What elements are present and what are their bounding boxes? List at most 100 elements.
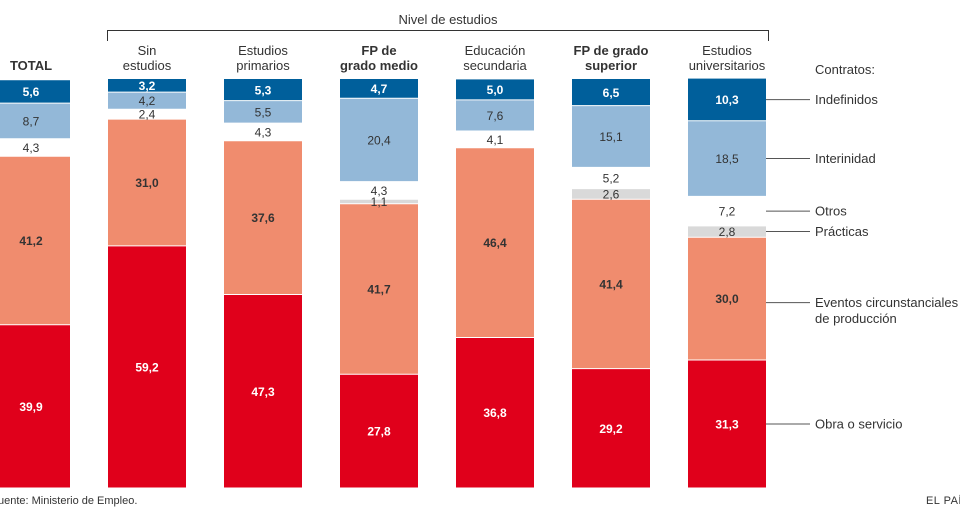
legend-label-otros: Otros: [815, 204, 847, 219]
bar-sin-estudios-obra-o-servicio: [108, 245, 186, 488]
data-label-fp-de-grado-medio-interinidad: 20,4: [367, 133, 391, 147]
bar-estudios-universitarios-interinidad: [688, 120, 766, 197]
bar-fp-de-grado-superior-interinidad: [572, 105, 650, 168]
data-label-fp-de-grado-superior-interinidad: 15,1: [599, 130, 623, 144]
category-label-estudios-universitarios: universitarios: [689, 58, 766, 73]
data-label-estudios-universitarios-obra-o-servicio: 31,3: [715, 417, 739, 431]
category-label-fp-de-grado-superior: superior: [585, 58, 637, 73]
bar-fp-de-grado-medio-eventos-circunstanciales-de-produccion: [340, 203, 418, 375]
legend-label-interinidad: Interinidad: [815, 151, 876, 166]
data-label-fp-de-grado-medio-eventos-circunstanciales-de-produccion: 41,7: [367, 283, 391, 297]
category-label-estudios-universitarios: Estudios: [702, 43, 752, 58]
bar-estudios-universitarios-eventos-circunstanciales-de-produccion: [688, 237, 766, 360]
data-label-total-otros: 4,3: [23, 141, 40, 155]
category-label-fp-de-grado-superior: FP de grado: [574, 43, 649, 58]
bar-educacion-secundaria-eventos-circunstanciales-de-produccion: [456, 147, 534, 338]
data-label-estudios-primarios-obra-o-servicio: 47,3: [251, 385, 275, 399]
data-label-estudios-universitarios-practicas: 2,8: [719, 225, 736, 239]
category-label-educacion-secundaria: secundaria: [463, 58, 527, 73]
bar-estudios-primarios-obra-o-servicio: [224, 294, 302, 488]
bar-fp-de-grado-medio-indefinidos: [340, 79, 418, 99]
data-label-educacion-secundaria-otros: 4,1: [487, 133, 504, 147]
category-labels: 39,9 41,2 4,3 8,7 5,6 TOTAL 59,2 31,0 2,44,23,2 S…: [10, 43, 766, 439]
bar-sin-estudios-eventos-circunstanciales-de-produccion: [108, 119, 186, 246]
data-label-estudios-universitarios-indefinidos: 10,3: [715, 93, 739, 107]
legend-label-eventos-circunstanciales-de-produccion: de producción: [815, 311, 897, 326]
bar-fp-de-grado-superior-obra-o-servicio: [572, 368, 650, 488]
category-label-fp-de-grado-medio: grado medio: [340, 58, 418, 73]
category-label-sin-estudios: estudios: [123, 58, 172, 73]
bars-layer: [0, 78, 766, 489]
bar-educacion-secundaria-interinidad: [456, 99, 534, 131]
bar-fp-de-grado-superior-eventos-circunstanciales-de-produccion: [572, 199, 650, 369]
data-label-estudios-universitarios-otros: 7,2: [719, 205, 736, 219]
category-label-fp-de-grado-medio: FP de: [361, 43, 396, 58]
data-label-estudios-primarios-interinidad: 5,5: [255, 105, 272, 119]
data-label-fp-de-grado-medio-otros: 4,3: [371, 184, 388, 198]
bar-total-indefinidos: [0, 80, 70, 104]
legend-label-indefinidos: Indefinidos: [815, 92, 878, 107]
bar-educacion-secundaria-indefinidos: [456, 79, 534, 100]
data-label-fp-de-grado-medio-practicas: 1,1: [371, 195, 388, 209]
bar-estudios-primarios-indefinidos: [224, 79, 302, 101]
category-label-sin-estudios: Sin: [138, 43, 157, 58]
category-label-total: TOTAL: [10, 58, 52, 73]
legend: Contratos: Obra o servicio Eventos circun…: [766, 62, 959, 431]
data-label-estudios-primarios-otros: 4,3: [255, 125, 272, 139]
data-label-total-indefinidos: 5,6: [23, 85, 40, 99]
bar-sin-estudios-indefinidos: [108, 79, 186, 93]
bar-fp-de-grado-superior-indefinidos: [572, 79, 650, 106]
bar-sin-estudios-interinidad: [108, 92, 186, 110]
data-label-fp-de-grado-medio-obra-o-servicio: 27,8: [367, 425, 391, 439]
data-label-estudios-primarios-indefinidos: 5,3: [255, 83, 272, 97]
legend-label-eventos-circunstanciales-de-produccion: Eventos circunstanciales: [815, 295, 959, 310]
data-label-sin-estudios-obra-o-servicio: 59,2: [135, 360, 159, 374]
data-label-fp-de-grado-superior-otros: 5,2: [603, 171, 620, 185]
category-label-estudios-primarios: primarios: [236, 58, 290, 73]
brand-logo: EL PAÍ: [926, 494, 960, 507]
legend-title: Contratos:: [815, 62, 875, 77]
data-label-fp-de-grado-superior-indefinidos: 6,5: [603, 86, 620, 100]
source-note: uente: Ministerio de Empleo.: [0, 495, 137, 507]
group-bracket: [107, 30, 769, 41]
data-label-fp-de-grado-superior-eventos-circunstanciales-de-produccion: 41,4: [599, 277, 623, 291]
data-label-fp-de-grado-superior-obra-o-servicio: 29,2: [599, 422, 623, 436]
data-label-educacion-secundaria-interinidad: 7,6: [487, 109, 504, 123]
data-label-sin-estudios-interinidad: 4,2: [139, 94, 156, 108]
bar-fp-de-grado-medio-interinidad: [340, 98, 418, 182]
bar-fp-de-grado-medio-obra-o-servicio: [340, 374, 418, 488]
bar-estudios-universitarios-practicas: [688, 225, 766, 238]
chart-header: Nivel de estudios: [107, 12, 769, 41]
data-label-total-interinidad: 8,7: [23, 114, 40, 128]
category-label-educacion-secundaria: Educación: [465, 43, 526, 58]
bar-estudios-primarios-eventos-circunstanciales-de-produccion: [224, 140, 302, 295]
data-label-fp-de-grado-medio-indefinidos: 4,7: [371, 82, 388, 96]
data-label-estudios-universitarios-eventos-circunstanciales-de-produccion: 30,0: [715, 292, 739, 306]
data-label-estudios-universitarios-interinidad: 18,5: [715, 152, 739, 166]
category-label-estudios-primarios: Estudios: [238, 43, 288, 58]
bar-total-interinidad: [0, 103, 70, 139]
chart-footer: uente: Ministerio de Empleo. EL PAÍ: [0, 494, 960, 507]
legend-label-obra-o-servicio: Obra o servicio: [815, 416, 902, 431]
bar-estudios-universitarios-obra-o-servicio: [688, 359, 766, 488]
data-label-sin-estudios-otros: 2,4: [139, 108, 156, 122]
data-label-fp-de-grado-superior-practicas: 2,6: [603, 187, 620, 201]
data-label-sin-estudios-eventos-circunstanciales-de-produccion: 31,0: [135, 176, 159, 190]
bar-estudios-universitarios-indefinidos: [688, 78, 766, 121]
bar-total-eventos-circunstanciales-de-produccion: [0, 156, 70, 325]
group-label: Nivel de estudios: [399, 12, 498, 27]
data-label-total-obra-o-servicio: 39,9: [19, 400, 43, 414]
data-label-educacion-secundaria-obra-o-servicio: 36,8: [483, 406, 507, 420]
bar-fp-de-grado-medio-practicas: [340, 199, 418, 204]
legend-label-practicas: Prácticas: [815, 224, 869, 239]
bar-total-obra-o-servicio: [0, 324, 70, 488]
data-label-estudios-primarios-eventos-circunstanciales-de-produccion: 37,6: [251, 211, 275, 225]
bar-estudios-primarios-interinidad: [224, 100, 302, 124]
data-label-total-eventos-circunstanciales-de-produccion: 41,2: [19, 234, 43, 248]
bar-fp-de-grado-superior-practicas: [572, 188, 650, 200]
bar-educacion-secundaria-obra-o-servicio: [456, 337, 534, 488]
data-label-educacion-secundaria-eventos-circunstanciales-de-produccion: 46,4: [483, 236, 507, 250]
data-label-sin-estudios-indefinidos: 3,2: [139, 79, 156, 93]
data-label-educacion-secundaria-indefinidos: 5,0: [487, 83, 504, 97]
